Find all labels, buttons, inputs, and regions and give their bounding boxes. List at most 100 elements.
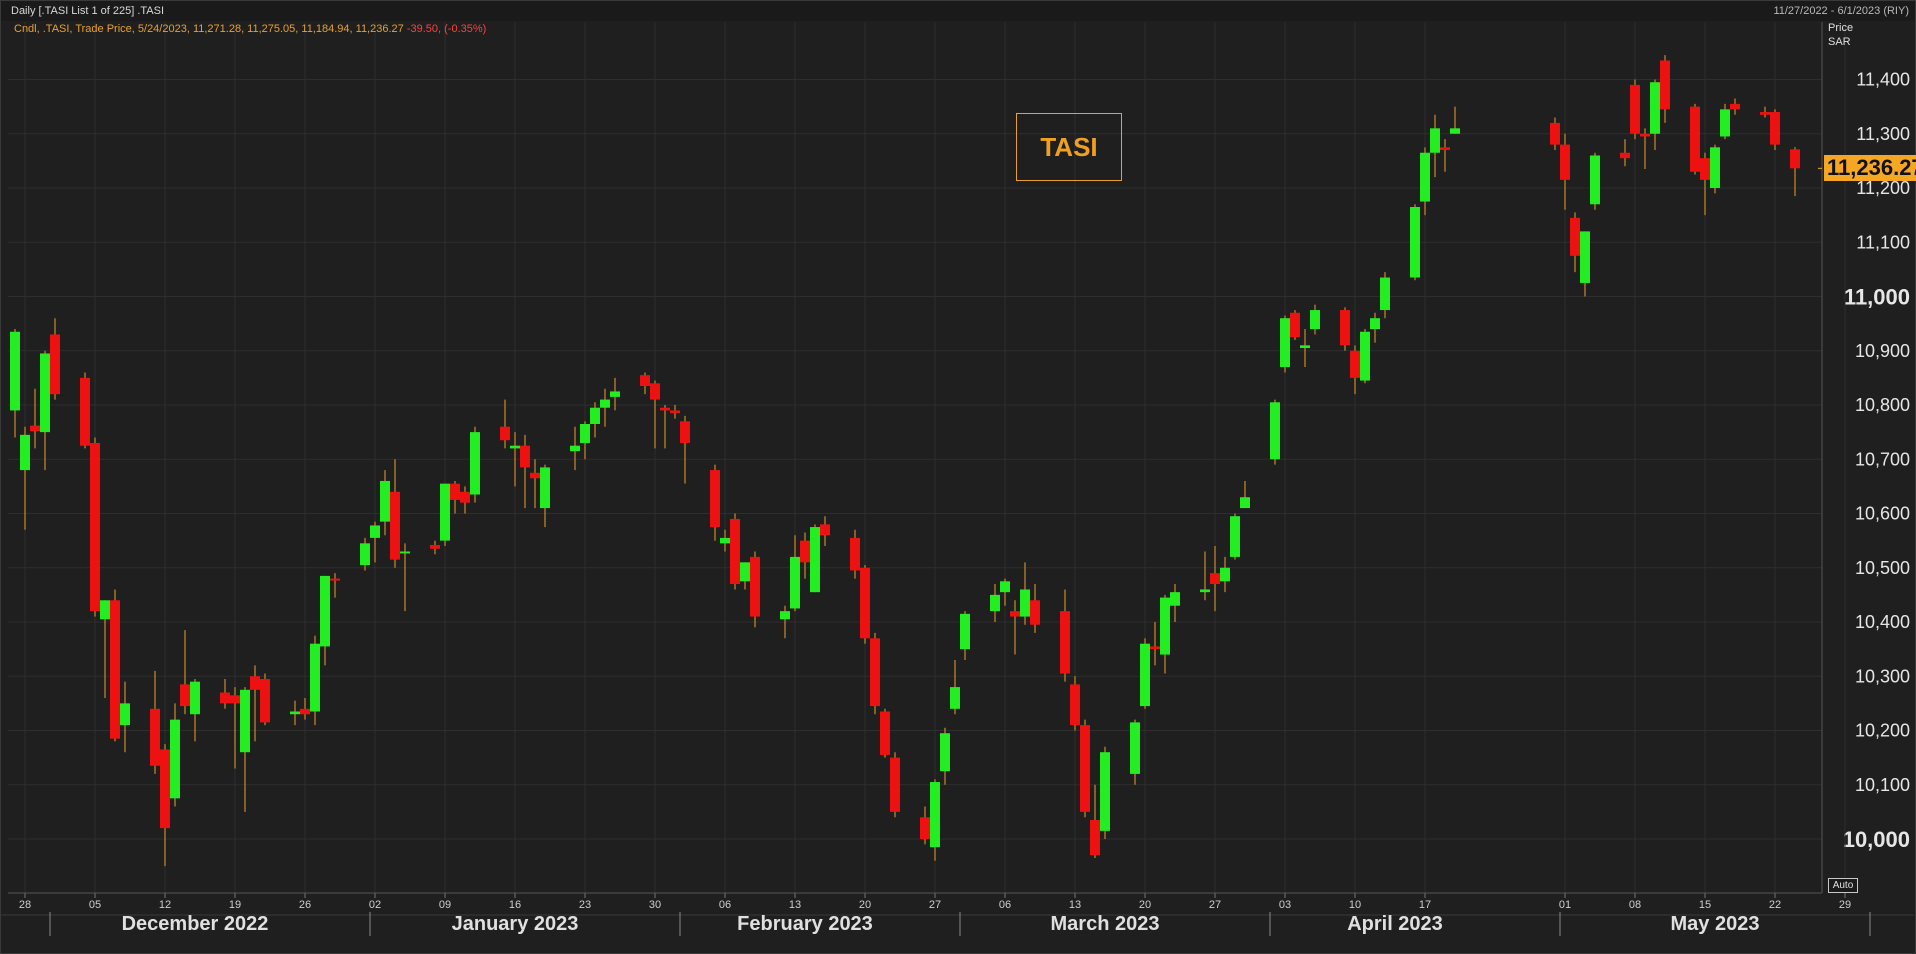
x-tick-label: 27	[1209, 899, 1221, 911]
candle-body	[1350, 350, 1360, 378]
candle-body	[680, 421, 690, 443]
candle-body	[160, 749, 170, 829]
candle-body	[180, 684, 190, 707]
candle-body	[880, 711, 890, 755]
candle-body	[1380, 277, 1390, 311]
candle-body	[1630, 84, 1640, 134]
x-tick-label: 02	[369, 899, 381, 911]
x-tick-label: 28	[19, 899, 31, 911]
candle-body	[500, 426, 510, 441]
month-label: January 2023	[452, 913, 579, 935]
legend-text: Cndl, .TASI, Trade Price, 5/24/2023, 11,…	[14, 23, 404, 35]
candle-body	[400, 551, 410, 554]
candle-body	[330, 578, 340, 581]
x-tick-label: 03	[1279, 899, 1291, 911]
candle-body	[870, 638, 880, 707]
candle-body	[1450, 128, 1460, 134]
candle-body	[220, 692, 230, 704]
candle-body	[230, 695, 240, 704]
y-tick-label: 10,200	[1855, 721, 1910, 741]
candle-body	[850, 537, 860, 571]
candle-body	[1150, 646, 1160, 650]
window-title: Daily [.TASI List 1 of 225] .TASI	[11, 5, 165, 17]
y-tick-label: 10,000	[1843, 827, 1910, 852]
candle-body	[460, 491, 470, 503]
candle-body	[120, 703, 130, 726]
x-tick-label: 29	[1839, 899, 1851, 911]
price-axis-currency: SAR	[1828, 36, 1851, 48]
candle-body	[1730, 103, 1740, 110]
candle-body	[1020, 589, 1030, 617]
candle-body	[260, 678, 270, 723]
candle-body	[1090, 820, 1100, 856]
candle-body	[290, 711, 300, 715]
candle-body	[1080, 725, 1090, 812]
candle-body	[780, 611, 790, 620]
x-tick-label: 05	[89, 899, 101, 911]
auto-scale-button[interactable]: Auto	[1828, 878, 1858, 893]
candle-body	[1650, 82, 1660, 134]
y-tick-label: 11,400	[1856, 70, 1910, 90]
candle-body	[1720, 109, 1730, 137]
candle-body	[1070, 684, 1080, 726]
candle-body	[740, 562, 750, 582]
candle-body	[430, 544, 440, 549]
candle-body	[1430, 128, 1440, 153]
y-tick-label: 10,900	[1855, 341, 1910, 361]
y-tick-label: 11,300	[1856, 124, 1910, 144]
x-tick-label: 12	[159, 899, 171, 911]
y-tick-label: 10,400	[1855, 612, 1910, 632]
candle-body	[1230, 516, 1240, 557]
month-label: May 2023	[1671, 913, 1760, 935]
candle-body	[1710, 147, 1720, 188]
x-tick-label: 16	[509, 899, 521, 911]
price-axis-header: Price SAR	[1828, 21, 1853, 49]
x-tick-label: 27	[929, 899, 941, 911]
month-label: April 2023	[1347, 913, 1443, 935]
candle-body	[920, 817, 930, 839]
x-tick-label: 01	[1559, 899, 1571, 911]
candle-body	[990, 594, 1000, 612]
candle-body	[380, 480, 390, 522]
candle-body	[640, 375, 650, 387]
candle-body	[320, 575, 330, 647]
legend-change: -39.50, (-0.35%)	[403, 23, 487, 35]
candle-body	[790, 556, 800, 609]
month-label: February 2023	[737, 913, 873, 935]
candle-body	[670, 410, 680, 414]
candle-body	[890, 757, 900, 812]
candle-body	[300, 708, 310, 715]
x-tick-label: 09	[439, 899, 451, 911]
candle-body	[800, 540, 810, 563]
candle-body	[940, 733, 950, 772]
price-axis-title: Price	[1828, 22, 1854, 34]
candle-body	[30, 425, 40, 432]
candle-body	[190, 681, 200, 715]
x-tick-label: 23	[579, 899, 591, 911]
y-tick-label: 10,700	[1855, 449, 1910, 469]
candle-body	[90, 442, 100, 612]
candle-body	[10, 331, 20, 411]
candle-body	[250, 676, 260, 690]
y-tick-label: 10,600	[1855, 504, 1910, 524]
x-tick-label: 30	[649, 899, 661, 911]
candle-body	[570, 445, 580, 452]
candle-body	[1310, 310, 1320, 330]
candle-body	[1570, 217, 1580, 256]
x-tick-label: 17	[1419, 899, 1431, 911]
y-tick-label: 11,100	[1856, 232, 1910, 252]
candle-body	[1370, 318, 1380, 330]
candle-body	[610, 391, 620, 397]
candle-body	[1280, 318, 1290, 368]
candle-body	[580, 423, 590, 443]
candle-body	[1030, 600, 1040, 625]
candle-body	[80, 377, 90, 446]
candle-body	[360, 543, 370, 566]
candle-body	[1760, 112, 1770, 115]
candle-body	[1550, 122, 1560, 145]
x-tick-label: 26	[299, 899, 311, 911]
candle-body	[50, 334, 60, 395]
candle-body	[1360, 331, 1370, 381]
candle-body	[240, 689, 250, 753]
